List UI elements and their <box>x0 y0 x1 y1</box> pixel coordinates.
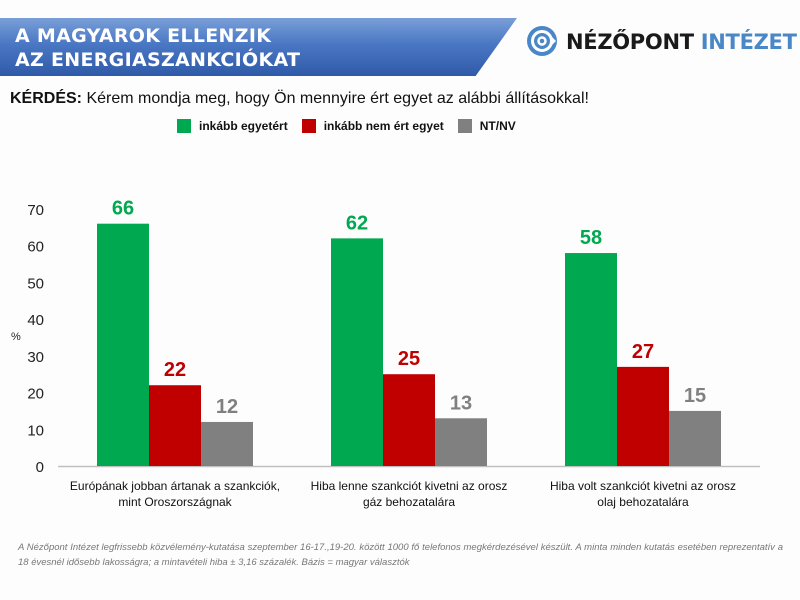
x-category-label: Hiba lenne szankciót kivetni az orosz <box>311 479 508 493</box>
data-label-dk: 13 <box>450 392 472 414</box>
data-label-disagree: 27 <box>632 341 654 363</box>
bar-disagree <box>149 385 201 466</box>
y-axis-label: % <box>11 331 21 343</box>
legend-swatch-dk <box>457 119 472 133</box>
question: KÉRDÉS: Kérem mondja meg, hogy Ön mennyi… <box>10 90 589 108</box>
x-category-label: olaj behozatalára <box>597 495 689 509</box>
question-text: Kérem mondja meg, hogy Ön mennyire ért e… <box>86 90 589 107</box>
bar-agree <box>565 253 617 466</box>
logo-text-dark: NÉZŐPONT <box>566 30 694 54</box>
x-category-label: mint Oroszországnak <box>118 495 232 509</box>
bar-disagree <box>617 366 669 466</box>
legend-swatch-disagree <box>301 119 316 133</box>
y-tick-label: 50 <box>27 275 44 292</box>
y-tick-label: 20 <box>27 386 44 403</box>
data-label-dk: 15 <box>684 385 706 407</box>
legend-label-agree: inkább egyetért <box>199 119 288 133</box>
y-tick-label: 60 <box>27 239 44 256</box>
data-label-disagree: 22 <box>164 359 186 381</box>
y-tick-label: 70 <box>27 202 44 219</box>
data-label-agree: 62 <box>346 212 368 234</box>
page-title-line2: AZ ENERGIASZANKCIÓKAT <box>15 49 301 71</box>
logo-text-blue: INTÉZET <box>700 30 797 54</box>
x-category-label: Hiba volt szankciót kivetni az orosz <box>550 479 736 493</box>
legend-swatch-agree <box>177 119 191 133</box>
data-label-disagree: 25 <box>398 348 420 370</box>
y-tick-label: 0 <box>36 459 44 476</box>
legend-label-dk: NT/NV <box>479 119 516 133</box>
bar-dk <box>201 421 253 466</box>
page-title: A MAGYAROK ELLENZIK AZ ENERGIASZANKCIÓKA… <box>15 24 300 72</box>
legend-label-disagree: inkább nem ért egyet <box>323 119 444 133</box>
logo-text: NÉZŐPONT INTÉZET <box>566 30 797 54</box>
page-title-line1: A MAGYAROK ELLENZIK <box>15 25 272 47</box>
y-tick-label: 10 <box>27 422 44 439</box>
bar-agree <box>97 223 149 466</box>
data-label-dk: 12 <box>216 396 238 418</box>
data-label-agree: 58 <box>580 227 602 249</box>
legend-item-agree: inkább egyetért <box>177 119 288 133</box>
title-banner <box>0 18 517 76</box>
question-label: KÉRDÉS: <box>10 90 83 107</box>
bar-agree <box>331 238 383 466</box>
x-category-label: gáz behozatalára <box>363 495 455 509</box>
x-category-label: Európának jobban ártanak a szankciók, <box>70 479 280 493</box>
bar-dk <box>435 418 487 466</box>
bar-dk <box>669 410 721 466</box>
data-label-agree: 66 <box>112 198 134 220</box>
chart-legend: inkább egyetért inkább nem ért egyet NT/… <box>177 119 516 133</box>
legend-item-dk: NT/NV <box>457 119 516 133</box>
y-tick-label: 40 <box>27 312 44 329</box>
nezopont-logo-icon <box>527 26 557 56</box>
y-tick-label: 30 <box>27 349 44 366</box>
footnote: A Nézőpont Intézet legfrissebb közvélemé… <box>18 542 783 568</box>
bar-disagree <box>383 374 435 466</box>
legend-item-disagree: inkább nem ért egyet <box>301 119 444 133</box>
